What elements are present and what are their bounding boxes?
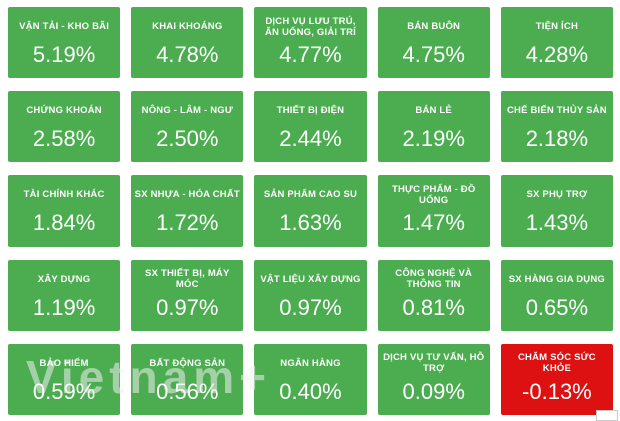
sector-label: DỊCH VỤ TƯ VẤN, HỖ TRỢ bbox=[383, 352, 485, 375]
sector-label: CHĂM SÓC SỨC KHỎE bbox=[517, 352, 596, 375]
sector-label: XÂY DỰNG bbox=[37, 273, 91, 285]
sector-tile: NGÂN HÀNG 0.40% bbox=[254, 343, 367, 415]
sector-tile: XÂY DỰNG 1.19% bbox=[8, 259, 121, 331]
sector-tile: SX PHỤ TRỢ 1.43% bbox=[500, 175, 613, 247]
sector-value: -0.13% bbox=[522, 378, 592, 404]
sector-value: 4.75% bbox=[402, 42, 465, 68]
sector-value: 0.40% bbox=[279, 378, 342, 404]
sector-value: 2.18% bbox=[525, 126, 589, 152]
sector-label: CÔNG NGHỆ VÀ THÔNG TIN bbox=[395, 268, 473, 291]
sector-value: 0.81% bbox=[402, 294, 465, 320]
sector-tile: SX HÀNG GIA DỤNG 0.65% bbox=[500, 259, 613, 331]
sector-tile: SẢN PHẨM CAO SU 1.63% bbox=[254, 175, 367, 247]
sector-label: BẤT ĐỘNG SẢN bbox=[149, 357, 226, 369]
sector-tile: BẢO HIỂM 0.59% bbox=[8, 343, 121, 415]
sector-value: 0.97% bbox=[279, 294, 342, 320]
sector-label: BẢO HIỂM bbox=[39, 357, 89, 369]
sector-label: CHẾ BIẾN THỦY SẢN bbox=[506, 105, 607, 117]
sector-label: VẬT LIỆU XÂY DỰNG bbox=[260, 273, 361, 285]
sector-tile: CHẾ BIẾN THỦY SẢN 2.18% bbox=[500, 91, 613, 163]
sector-value: 2.58% bbox=[32, 126, 96, 152]
corner-artifact bbox=[596, 410, 618, 421]
sector-label: SX THIẾT BỊ, MÁY MÓC bbox=[145, 268, 230, 291]
sector-value: 5.19% bbox=[32, 42, 96, 68]
sector-label: VẬN TẢI - KHO BÃI bbox=[19, 21, 110, 32]
sector-tile: THIẾT BỊ ĐIỆN 2.44% bbox=[254, 91, 367, 163]
sector-label: CHỨNG KHOÁN bbox=[26, 105, 102, 117]
sector-value: 0.97% bbox=[156, 294, 219, 320]
sector-tile: BẤT ĐỘNG SẢN 0.56% bbox=[131, 343, 244, 415]
sector-value: 1.43% bbox=[525, 210, 589, 236]
sector-value: 4.28% bbox=[525, 42, 589, 68]
sector-value: 1.84% bbox=[32, 210, 96, 236]
sector-tile: BÁN BUÔN 4.75% bbox=[377, 7, 490, 79]
sector-label: THỰC PHẨM - ĐỒ UỐNG bbox=[391, 183, 476, 206]
sector-label: NÔNG - LÂM - NGƯ bbox=[141, 105, 233, 117]
sector-label: SX HÀNG GIA DỤNG bbox=[508, 273, 606, 285]
sector-label: BÁN LẺ bbox=[415, 105, 452, 117]
sector-label: THIẾT BỊ ĐIỆN bbox=[276, 105, 345, 117]
sector-label: DỊCH VỤ LƯU TRÚ, ĂN UỐNG, GIẢI TRÍ bbox=[264, 15, 356, 38]
sector-tile: KHAI KHOÁNG 4.78% bbox=[131, 7, 244, 79]
sector-label: KHAI KHOÁNG bbox=[152, 21, 223, 32]
sector-tile: BÁN LẺ 2.19% bbox=[377, 91, 490, 163]
sector-value: 4.78% bbox=[156, 42, 219, 68]
sector-tile: DỊCH VỤ TƯ VẤN, HỖ TRỢ 0.09% bbox=[377, 343, 490, 415]
sector-tile: NÔNG - LÂM - NGƯ 2.50% bbox=[131, 91, 244, 163]
sector-label: SX NHỰA - HÓA CHẤT bbox=[134, 189, 240, 201]
sector-tile: TÀI CHÍNH KHÁC 1.84% bbox=[8, 175, 121, 247]
sector-value: 4.77% bbox=[279, 42, 342, 68]
sector-value: 0.56% bbox=[156, 378, 219, 404]
sector-tile: SX NHỰA - HÓA CHẤT 1.72% bbox=[131, 175, 244, 247]
sector-label: NGÂN HÀNG bbox=[280, 357, 341, 369]
sector-tile: VẬN TẢI - KHO BÃI 5.19% bbox=[8, 7, 121, 79]
sector-label: SẢN PHẨM CAO SU bbox=[263, 189, 358, 201]
sector-value: 1.63% bbox=[279, 210, 342, 236]
sector-value: 0.59% bbox=[32, 378, 96, 404]
sector-tile: SX THIẾT BỊ, MÁY MÓC 0.97% bbox=[131, 259, 244, 331]
sector-tile: CÔNG NGHỆ VÀ THÔNG TIN 0.81% bbox=[377, 259, 490, 331]
sector-value: 1.47% bbox=[402, 210, 465, 236]
sector-tile: DỊCH VỤ LƯU TRÚ, ĂN UỐNG, GIẢI TRÍ 4.77% bbox=[254, 7, 367, 79]
sector-value: 1.19% bbox=[32, 294, 96, 320]
sector-label: TIỆN ÍCH bbox=[535, 21, 579, 32]
sector-value: 0.09% bbox=[402, 378, 465, 404]
sector-label: SX PHỤ TRỢ bbox=[526, 189, 588, 201]
sector-label: TÀI CHÍNH KHÁC bbox=[23, 189, 105, 201]
sector-value: 2.19% bbox=[402, 126, 465, 152]
sector-tile: VẬT LIỆU XÂY DỰNG 0.97% bbox=[254, 259, 367, 331]
sector-tile: CHĂM SÓC SỨC KHỎE -0.13% bbox=[500, 343, 613, 415]
sector-tile: CHỨNG KHOÁN 2.58% bbox=[8, 91, 121, 163]
sector-tile: THỰC PHẨM - ĐỒ UỐNG 1.47% bbox=[377, 175, 490, 247]
sector-tile: TIỆN ÍCH 4.28% bbox=[500, 7, 613, 79]
sector-value: 1.72% bbox=[156, 210, 219, 236]
sector-value: 2.44% bbox=[279, 126, 342, 152]
sector-label: BÁN BUÔN bbox=[407, 21, 461, 32]
sector-value: 0.65% bbox=[525, 294, 589, 320]
sector-value: 2.50% bbox=[156, 126, 219, 152]
